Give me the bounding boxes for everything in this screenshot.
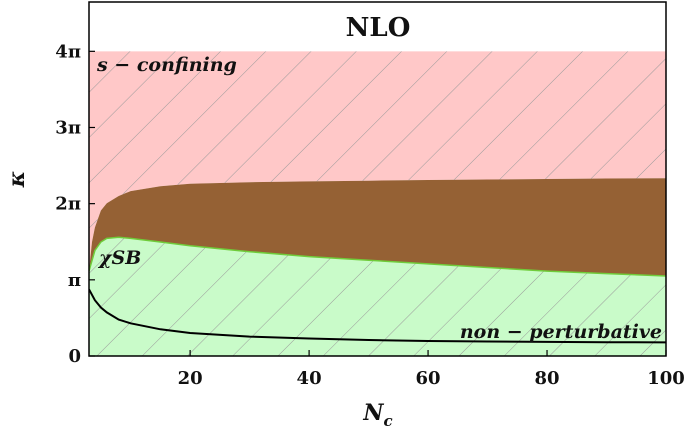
chiral-sb-region [89,178,666,276]
s-confining-hatch [89,51,666,272]
x-axis-label-main: N [362,400,384,426]
x-tick-label: 20 [178,368,203,389]
y-axis-label: κ [4,171,30,189]
non-perturbative-label: non − perturbative [460,321,662,343]
y-tick-label: 4π [55,41,81,62]
y-tick-label: 0 [68,346,81,367]
x-tick-label: 40 [297,368,322,389]
x-tick-label: 60 [416,368,441,389]
x-axis-label-subscript: c [383,412,392,430]
chart-title: NLO [346,13,411,43]
non-perturbative-hatch [89,237,666,356]
y-tick-label: 3π [55,117,81,138]
chi-sb-label: χSB [97,247,141,269]
plot-frame [88,1,667,357]
y-tick-label: 2π [55,194,81,215]
chiral-boundary-line [89,236,666,277]
x-tick-label: 80 [534,368,559,389]
y-tick-label: π [68,270,81,291]
perturbative-limit-line [89,288,666,344]
x-axis-label: Nc [362,400,392,430]
s-confining-label: s − confining [96,54,237,76]
axis-ticks: 20 40 60 80 100 0 π 2π 3π 4π [55,41,684,389]
x-tick-label: 100 [647,368,685,389]
